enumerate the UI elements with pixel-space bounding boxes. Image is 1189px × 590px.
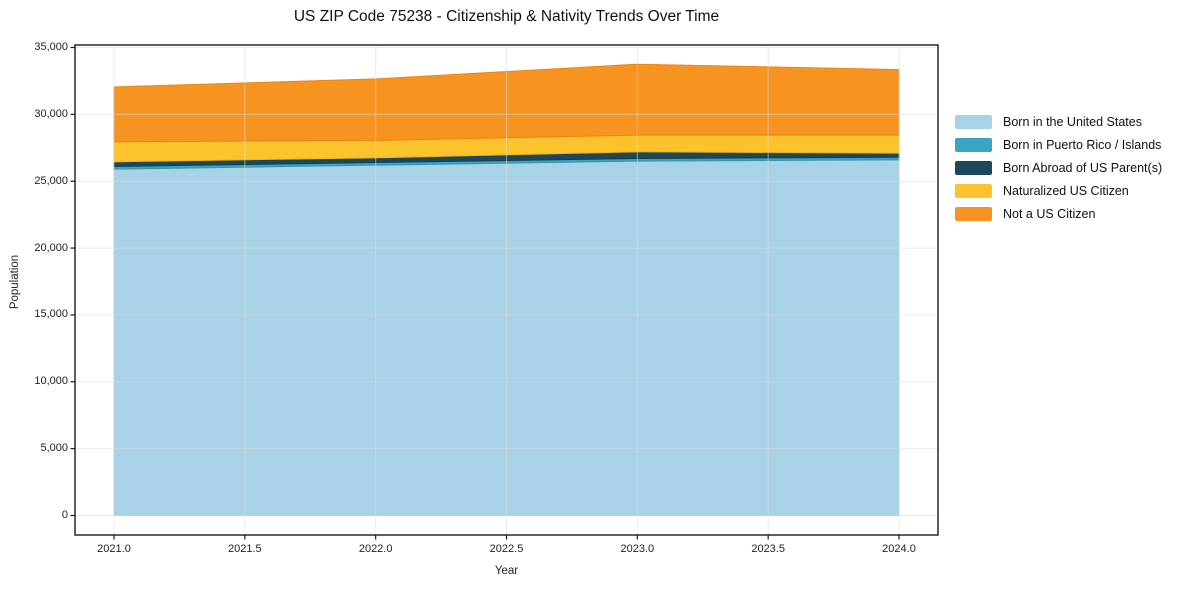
y-tick-label: 5,000 <box>40 442 68 455</box>
y-tick-label: 30,000 <box>34 107 68 120</box>
x-tick-label: 2022.5 <box>489 543 524 555</box>
y-axis-label: Population <box>9 254 21 310</box>
y-tick-label: 25,000 <box>34 174 68 187</box>
legend-swatch <box>955 206 992 221</box>
legend-swatch <box>955 114 992 129</box>
chart-title: US ZIP Code 75238 - Citizenship & Nativi… <box>293 8 720 25</box>
y-tick-label: 15,000 <box>34 308 68 321</box>
y-tick-label: 35,000 <box>34 41 68 53</box>
x-tick-label: 2022.0 <box>358 543 393 555</box>
x-tick-label: 2021.5 <box>228 543 262 555</box>
x-axis-label: Year <box>494 565 519 577</box>
legend-item: Born in the United States <box>955 110 1162 133</box>
legend-swatch <box>955 160 992 175</box>
y-tick-label: 10,000 <box>34 375 68 388</box>
legend-swatch <box>955 183 992 198</box>
legend-item: Naturalized US Citizen <box>955 179 1162 202</box>
legend-item: Born in Puerto Rico / Islands <box>955 133 1162 156</box>
legend-label: Born in Puerto Rico / Islands <box>1003 137 1162 152</box>
legend-label: Born Abroad of US Parent(s) <box>1003 160 1163 175</box>
legend-label: Naturalized US Citizen <box>1003 183 1129 198</box>
x-tick-label: 2023.5 <box>751 543 785 555</box>
y-tick-label: 20,000 <box>34 241 68 254</box>
y-tick-label: 0 <box>61 509 68 521</box>
legend: Born in the United States Born in Puerto … <box>955 110 1162 225</box>
legend-label: Not a US Citizen <box>1003 206 1096 221</box>
legend-label: Born in the United States <box>1003 114 1142 129</box>
legend-swatch <box>955 137 992 152</box>
x-tick-label: 2021.0 <box>97 543 131 555</box>
x-tick-label: 2024.0 <box>882 543 916 555</box>
legend-item: Not a US Citizen <box>955 202 1162 225</box>
legend-item: Born Abroad of US Parent(s) <box>955 156 1162 179</box>
x-tick-label: 2023.0 <box>620 543 655 555</box>
